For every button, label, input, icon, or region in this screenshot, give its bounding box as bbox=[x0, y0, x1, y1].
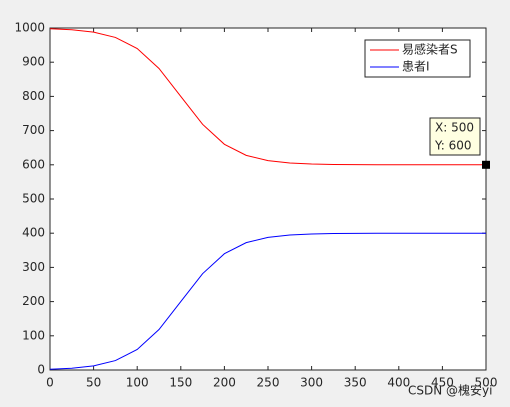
x-tick-label: 350 bbox=[344, 376, 367, 390]
x-tick-label: 50 bbox=[86, 376, 101, 390]
x-tick-label: 450 bbox=[431, 376, 454, 390]
y-tick-label: 200 bbox=[22, 294, 45, 308]
y-tick-label: 900 bbox=[22, 55, 45, 69]
y-tick-label: 100 bbox=[22, 328, 45, 342]
legend-box bbox=[364, 39, 471, 78]
y-tick-label: 600 bbox=[22, 157, 45, 171]
y-tick-label: 1000 bbox=[14, 21, 45, 35]
y-tick-label: 500 bbox=[22, 192, 45, 206]
x-tick-label: 300 bbox=[300, 376, 323, 390]
datatip-label: Y: 600 bbox=[434, 139, 472, 153]
legend-label: 患者I bbox=[402, 60, 430, 74]
datatip-marker bbox=[482, 160, 490, 169]
x-tick-label: 500 bbox=[475, 376, 498, 390]
x-tick-label: 150 bbox=[169, 376, 192, 390]
x-tick-label: 250 bbox=[257, 376, 280, 390]
datatip-label: X: 500 bbox=[435, 121, 474, 135]
y-tick-label: 300 bbox=[22, 260, 45, 274]
y-tick-label: 0 bbox=[37, 363, 45, 377]
watermark: CSDN @槐安yi bbox=[408, 383, 492, 398]
y-tick-label: 800 bbox=[22, 89, 45, 103]
x-tick-label: 100 bbox=[126, 376, 149, 390]
y-tick-label: 700 bbox=[22, 123, 45, 137]
x-tick-label: 400 bbox=[387, 376, 410, 390]
plot-area bbox=[49, 27, 487, 371]
legend-label: 易感染者S bbox=[402, 42, 458, 57]
x-tick-label: 200 bbox=[213, 376, 236, 390]
x-tick-label: 0 bbox=[46, 376, 54, 390]
y-tick-label: 400 bbox=[22, 226, 45, 240]
series-line bbox=[49, 232, 486, 370]
series-line bbox=[49, 28, 486, 166]
datatip-box bbox=[429, 117, 481, 156]
